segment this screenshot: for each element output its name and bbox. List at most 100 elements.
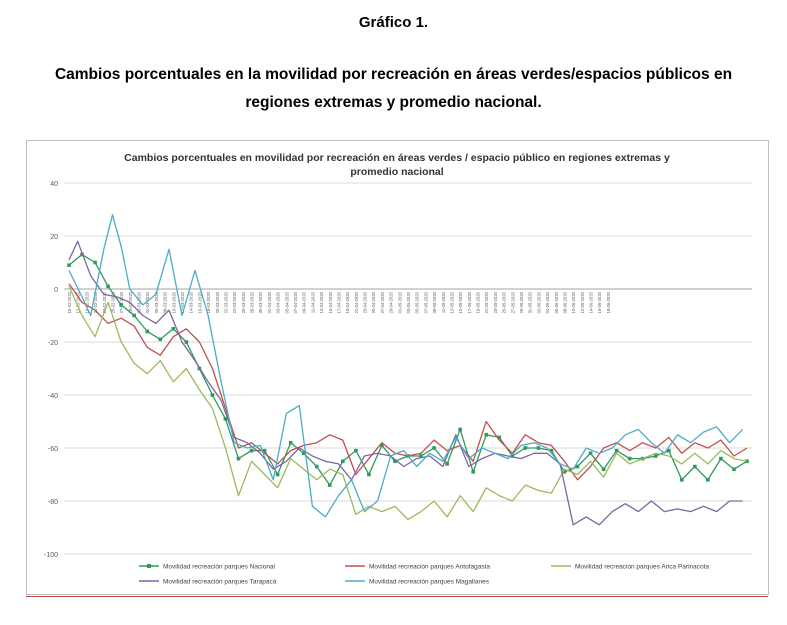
series-line: [68, 286, 748, 521]
x-axis-ticks: 15-02-2020 17-02-2020 19-02-2020 21-02-2020…: [67, 291, 611, 313]
data-point-marker: [184, 340, 189, 344]
x-tick-label: 02-03-2020: [137, 291, 142, 313]
x-tick-label: 14-06-2020: [589, 291, 594, 313]
x-tick-label: 12-06-2020: [580, 291, 585, 313]
x-tick-label: 21-04-2020: [354, 291, 359, 313]
x-tick-label: 18-06-2020: [606, 291, 611, 313]
gridlines: [64, 182, 752, 555]
y-tick-label: -60: [48, 446, 58, 453]
x-tick-label: 25-05-2020: [502, 291, 507, 313]
x-tick-label: 05-04-2020: [284, 291, 289, 313]
data-point-marker: [275, 472, 280, 477]
data-point-marker: [249, 448, 254, 453]
data-point-marker: [158, 337, 163, 342]
x-tick-label: 17-05-2020: [467, 291, 472, 313]
data-point-marker: [484, 432, 489, 437]
data-point-marker: [132, 313, 136, 318]
data-point-marker: [367, 472, 371, 477]
x-tick-label: 26-03-2020: [241, 291, 246, 313]
chart-title-line-1: Cambios porcentuales en movilidad por re…: [124, 152, 670, 164]
legend-label: Movilidad recreación parques Arica Parin…: [575, 564, 709, 571]
x-tick-label: 27-05-2020: [510, 291, 515, 313]
data-point-marker: [93, 260, 97, 265]
data-point-marker: [666, 448, 671, 453]
data-point-marker: [562, 470, 567, 474]
legend: Movilidad recreación parques Nacional Mov…: [139, 564, 709, 586]
data-point-marker: [314, 464, 319, 469]
data-point-marker: [549, 448, 554, 453]
x-tick-label: 29-04-2020: [389, 291, 394, 313]
x-tick-label: 04-06-2020: [545, 291, 550, 313]
data-point-marker: [523, 446, 528, 450]
x-tick-label: 22-03-2020: [223, 291, 228, 313]
x-tick-label: 07-04-2020: [293, 291, 298, 313]
x-tick-label: 19-05-2020: [476, 291, 481, 313]
data-point-marker: [614, 448, 619, 453]
data-point-marker: [67, 263, 71, 267]
y-tick-label: 20: [50, 234, 58, 241]
legend-label: Movilidad recreación parques Nacional: [163, 564, 276, 571]
x-tick-label: 08-03-2020: [163, 291, 168, 313]
data-point-marker: [106, 284, 110, 289]
divider-rule: [26, 596, 768, 597]
y-axis-ticks: 40 20 0 -20 -40 -60 -80 -100: [44, 181, 58, 559]
x-tick-label: 16-03-2020: [197, 291, 202, 313]
x-tick-label: 28-03-2020: [250, 291, 255, 313]
y-tick-label: 40: [50, 181, 58, 188]
x-tick-label: 11-05-2020: [441, 291, 446, 313]
series-line: [68, 240, 743, 526]
x-tick-label: 25-04-2020: [371, 291, 376, 313]
x-tick-label: 03-05-2020: [406, 291, 411, 313]
x-tick-label: 21-02-2020: [93, 291, 98, 313]
data-point-marker: [210, 393, 215, 397]
x-tick-label: 16-06-2020: [597, 291, 602, 313]
chart-frame: Cambios porcentuales en movilidad por re…: [26, 140, 769, 595]
x-tick-label: 29-05-2020: [519, 291, 524, 313]
figure-label: Gráfico 1.: [358, 14, 429, 31]
x-tick-label: 17-04-2020: [336, 291, 341, 313]
x-tick-label: 25-02-2020: [110, 291, 115, 313]
x-tick-label: 10-03-2020: [171, 291, 176, 313]
x-tick-label: 18-03-2020: [206, 291, 211, 313]
x-tick-label: 15-02-2020: [67, 291, 72, 313]
data-point-marker: [288, 440, 293, 445]
data-point-marker: [145, 329, 150, 334]
y-tick-label: 0: [54, 287, 58, 294]
x-tick-label: 20-03-2020: [215, 291, 220, 313]
x-tick-label: 06-06-2020: [554, 291, 559, 313]
y-tick-label: -20: [48, 340, 58, 347]
data-point-marker: [706, 478, 710, 482]
data-point-marker: [236, 456, 241, 461]
x-tick-label: 12-03-2020: [180, 291, 185, 313]
data-point-marker: [588, 451, 593, 456]
data-point-marker: [393, 459, 397, 464]
x-tick-label: 27-02-2020: [119, 291, 124, 313]
data-point-marker: [732, 467, 736, 471]
data-point-marker: [693, 464, 697, 469]
data-point-marker: [601, 467, 606, 471]
x-tick-label: 19-02-2020: [84, 291, 89, 313]
x-tick-label: 23-04-2020: [363, 291, 368, 313]
x-tick-label: 19-04-2020: [345, 291, 350, 313]
line-chart: Cambios porcentuales en movilidad por re…: [44, 152, 752, 586]
y-tick-label: -100: [44, 552, 58, 559]
x-tick-label: 01-04-2020: [267, 291, 272, 313]
data-point-marker: [680, 478, 684, 482]
chart-title-line-2: promedio nacional: [350, 166, 443, 178]
data-point-marker: [171, 326, 176, 331]
figure-title-line-1: Cambios porcentuales en la movilidad por…: [54, 66, 733, 83]
data-point-marker: [223, 417, 228, 421]
data-point-marker: [327, 483, 332, 487]
x-tick-label: 27-04-2020: [380, 291, 385, 313]
data-point-marker: [262, 448, 267, 453]
series-lines: [67, 214, 749, 526]
data-point-marker: [719, 456, 723, 461]
data-point-marker: [458, 427, 462, 432]
legend-marker: [147, 564, 151, 568]
x-tick-label: 23-02-2020: [102, 291, 107, 313]
data-point-marker: [341, 459, 345, 464]
data-point-marker: [380, 443, 384, 448]
data-point-marker: [627, 456, 632, 461]
data-point-marker: [354, 448, 358, 453]
series-line: [68, 214, 744, 518]
